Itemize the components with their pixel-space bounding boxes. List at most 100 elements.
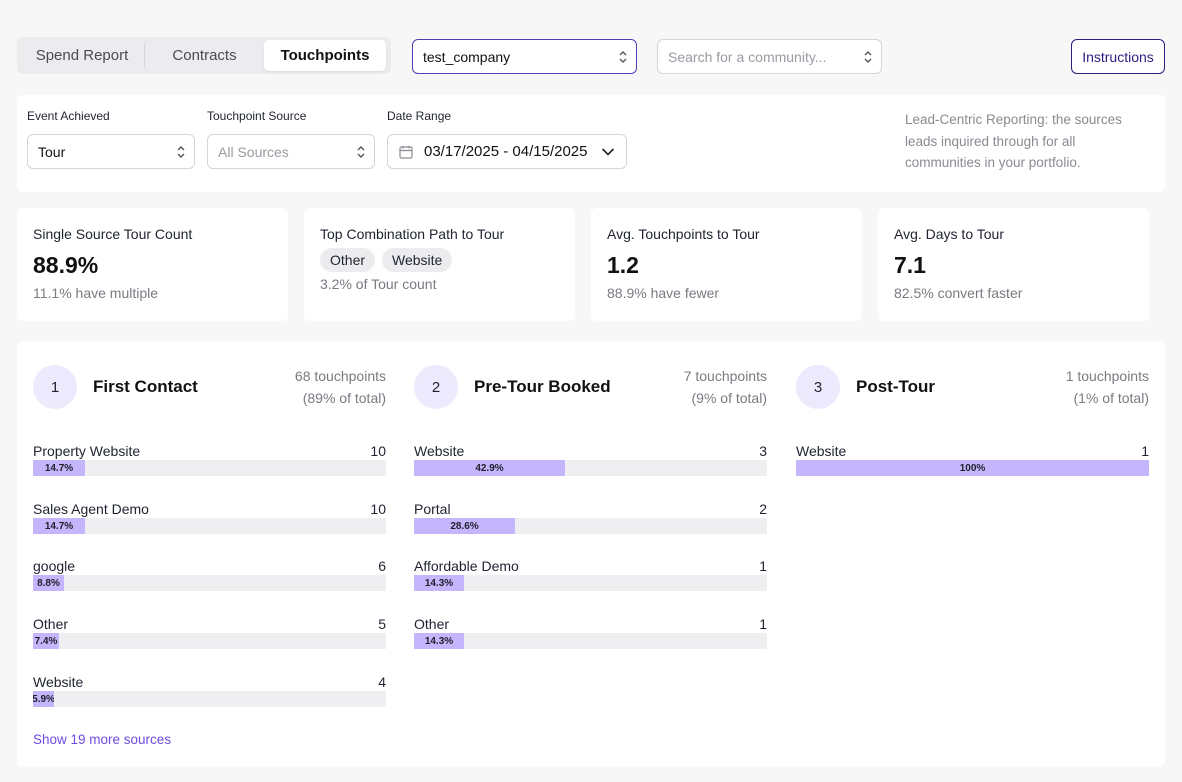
tab-touchpoints[interactable]: Touchpoints — [264, 40, 386, 71]
date-range-value: 03/17/2025 - 04/15/2025 — [424, 143, 588, 160]
source-bar-fill: 42.9% — [414, 460, 565, 476]
event-achieved-select[interactable]: Tour — [27, 134, 195, 169]
stage-column-pre-tour-booked: 2 Pre-Tour Booked 7 touchpoints (9% of tota… — [414, 341, 767, 767]
stage-column-post-tour: 3 Post-Tour 1 touchpoints (1% of total) Web… — [796, 341, 1149, 767]
source-bar-track: 14.7% — [33, 518, 386, 534]
community-search-placeholder: Search for a community... — [668, 48, 827, 65]
date-range-picker[interactable]: 03/17/2025 - 04/15/2025 — [387, 134, 627, 169]
source-count: 1 — [759, 558, 767, 574]
stat-card-avg-days: Avg. Days to Tour 7.1 82.5% convert fast… — [878, 208, 1149, 321]
stat-card-single-source: Single Source Tour Count 88.9% 11.1% hav… — [17, 208, 288, 321]
source-row: Sales Agent Demo 10 14.7% — [33, 501, 386, 541]
stat-card-title: Avg. Days to Tour — [894, 226, 1004, 242]
updown-chevron-icon — [177, 145, 185, 158]
company-select[interactable]: test_company — [412, 39, 637, 74]
stage-pct-text: (1% of total) — [1073, 390, 1149, 406]
source-row: Website 3 42.9% — [414, 443, 767, 483]
source-name: Property Website — [33, 443, 141, 459]
instructions-button[interactable]: Instructions — [1071, 39, 1165, 74]
source-name: Other — [33, 616, 69, 632]
source-bar-fill: 14.3% — [414, 633, 464, 649]
chevron-down-icon — [601, 147, 615, 156]
source-name: Affordable Demo — [414, 558, 519, 574]
source-row: Property Website 10 14.7% — [33, 443, 386, 483]
show-more-sources-link[interactable]: Show 19 more sources — [33, 732, 172, 747]
stat-card-sub: 88.9% have fewer — [607, 285, 720, 301]
source-bar-track: 28.6% — [414, 518, 767, 534]
stage-touchpoint-count: 68 touchpoints (89% of total) — [295, 365, 386, 409]
touchpoint-source-label: Touchpoint Source — [207, 109, 307, 123]
source-row: Website 1 100% — [796, 443, 1149, 483]
source-row: google 6 8.8% — [33, 558, 386, 598]
stage-title: First Contact — [93, 377, 198, 396]
source-bar-fill: 100% — [796, 460, 1149, 476]
stage-title: Post-Tour — [856, 377, 936, 396]
source-count: 2 — [759, 501, 767, 517]
source-row: Portal 2 28.6% — [414, 501, 767, 541]
source-bar-fill: 5.9% — [33, 691, 54, 707]
touchpoint-stages-panel: 1 First Contact 68 touchpoints (89% of tota… — [17, 341, 1165, 767]
stage-pct-text: (9% of total) — [691, 390, 767, 406]
tab-contracts[interactable]: Contracts — [144, 40, 264, 71]
stage-count-text: 7 touchpoints — [683, 368, 767, 384]
community-search-select[interactable]: Search for a community... — [657, 39, 882, 74]
stage-title: Pre-Tour Booked — [474, 377, 611, 396]
path-pill: Other — [320, 248, 376, 272]
source-bar-fill: 7.4% — [33, 633, 59, 649]
stat-card-sub: 82.5% convert faster — [894, 285, 1023, 301]
stage-number-badge: 1 — [33, 365, 77, 409]
event-achieved-label: Event Achieved — [27, 109, 110, 123]
updown-chevron-icon — [864, 50, 872, 63]
stat-card-title: Avg. Touchpoints to Tour — [607, 226, 760, 242]
source-count: 3 — [759, 443, 767, 459]
stat-card-value: 7.1 — [894, 252, 926, 278]
source-bar-fill: 8.8% — [33, 575, 64, 591]
stat-card-value: 88.9% — [33, 252, 99, 278]
source-bar-fill: 14.7% — [33, 518, 85, 534]
source-count: 1 — [759, 616, 767, 632]
stat-card-sub: 3.2% of Tour count — [320, 276, 437, 292]
tab-spend-report[interactable]: Spend Report — [35, 47, 129, 64]
stage-column-first-contact: 1 First Contact 68 touchpoints (89% of tota… — [33, 341, 386, 767]
source-bar-fill: 28.6% — [414, 518, 515, 534]
touchpoint-source-select[interactable]: All Sources — [207, 134, 375, 169]
source-name: google — [33, 558, 76, 574]
source-bar-fill: 14.7% — [33, 460, 85, 476]
updown-chevron-icon — [619, 50, 627, 63]
report-tabs: Spend Report Contracts Touchpoints — [17, 37, 391, 74]
source-bar-track: 42.9% — [414, 460, 767, 476]
source-bar-track: 8.8% — [33, 575, 386, 591]
stat-card-value: 1.2 — [607, 252, 639, 278]
source-count: 6 — [378, 558, 386, 574]
source-name: Website — [33, 674, 84, 690]
stage-pct-text: (89% of total) — [302, 390, 386, 406]
stat-card-title: Single Source Tour Count — [33, 226, 193, 242]
stage-touchpoint-count: 1 touchpoints (1% of total) — [1066, 365, 1149, 409]
source-name: Website — [414, 443, 465, 459]
source-bar-track: 14.3% — [414, 575, 767, 591]
reporting-note: Lead-Centric Reporting: the sources lead… — [905, 112, 1122, 170]
company-select-value: test_company — [423, 48, 511, 65]
stage-count-text: 1 touchpoints — [1065, 368, 1149, 384]
updown-chevron-icon — [357, 145, 365, 158]
source-count: 4 — [378, 674, 386, 690]
source-row: Website 4 5.9% — [33, 674, 386, 714]
source-name: Other — [414, 616, 450, 632]
source-name: Sales Agent Demo — [33, 501, 149, 517]
touchpoint-source-placeholder: All Sources — [218, 143, 289, 160]
source-bar-track: 100% — [796, 460, 1149, 476]
source-count: 1 — [1141, 443, 1149, 459]
date-range-label: Date Range — [387, 109, 452, 123]
source-bar-track: 7.4% — [33, 633, 386, 649]
stage-number-badge: 2 — [414, 365, 458, 409]
stat-card-top-path: Top Combination Path to Tour Other Websi… — [304, 208, 575, 321]
stat-card-title: Top Combination Path to Tour — [320, 226, 505, 242]
stage-count-text: 68 touchpoints — [294, 368, 386, 384]
source-bar-track: 5.9% — [33, 691, 386, 707]
stat-card-avg-touchpoints: Avg. Touchpoints to Tour 1.2 88.9% have … — [591, 208, 862, 321]
path-pills: Other Website — [320, 248, 559, 272]
stat-card-sub: 11.1% have multiple — [33, 285, 159, 301]
filter-panel: Event Achieved Tour Touchpoint Source Al… — [17, 95, 1165, 192]
source-bar-track: 14.3% — [414, 633, 767, 649]
source-bar-track: 14.7% — [33, 460, 386, 476]
